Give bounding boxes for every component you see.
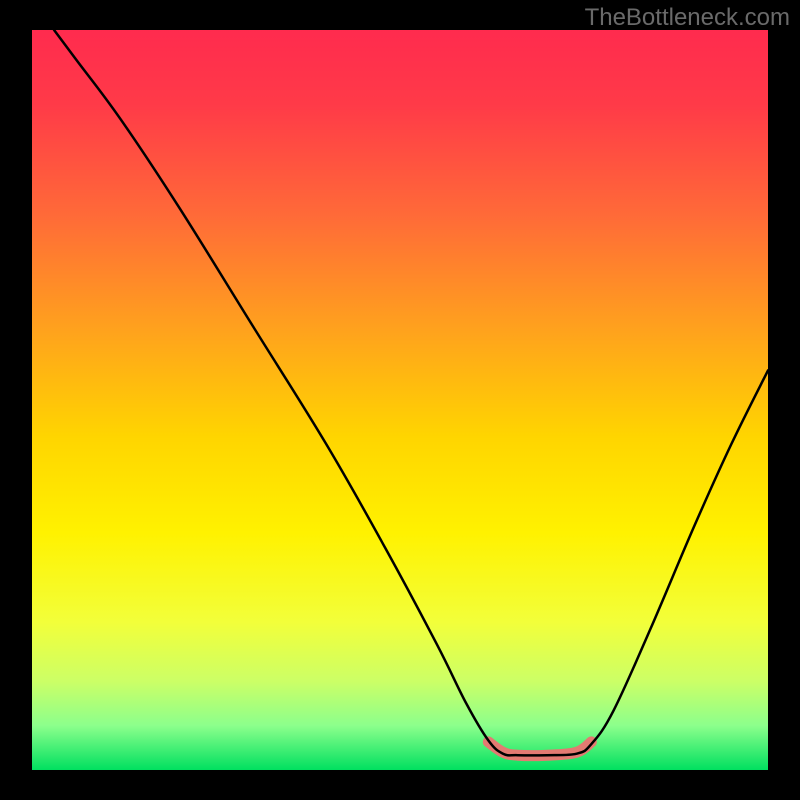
- watermark-text: TheBottleneck.com: [585, 4, 790, 32]
- chart-svg: [32, 30, 768, 770]
- figure: TheBottleneck.com: [0, 0, 800, 800]
- plot-area: [32, 30, 768, 770]
- gradient-background: [32, 30, 768, 770]
